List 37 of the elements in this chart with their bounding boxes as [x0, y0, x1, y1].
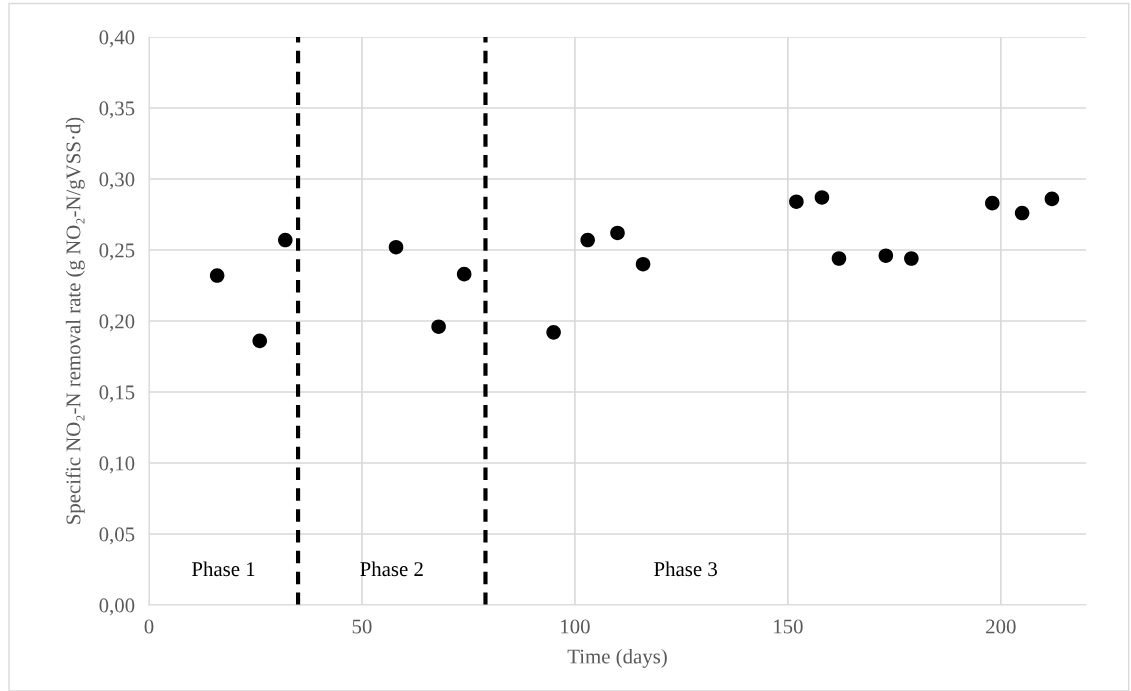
y-tick-label: 0,30: [99, 172, 135, 190]
y-tick-label: 0,20: [99, 314, 135, 332]
point: [278, 232, 293, 248]
point: [1044, 191, 1060, 207]
x-tick-label: 200: [986, 619, 1016, 634]
point: [546, 325, 561, 340]
y-tick-label: 0,35: [99, 101, 135, 119]
y-tick-label: 0,40: [99, 30, 135, 48]
point: [635, 256, 651, 272]
point: [580, 232, 595, 248]
x-tick-label: 50: [352, 619, 372, 634]
point: [1014, 205, 1030, 221]
y-axis-title: Specific NO₂-N removal rate (g NO₂-N/gVSS·d): [65, 117, 85, 524]
point: [610, 225, 625, 241]
point: [388, 239, 404, 255]
annotation: Phase 1: [192, 561, 255, 577]
y-tick-label: 0,10: [99, 456, 135, 474]
point: [789, 194, 804, 209]
point: [904, 251, 919, 266]
point: [431, 319, 446, 334]
x-tick-label: 100: [561, 619, 590, 634]
x-tick-label: 150: [774, 619, 803, 634]
x-tick-label: 0: [144, 619, 154, 634]
y-tick-label: 0,15: [99, 385, 135, 403]
point: [878, 248, 894, 263]
point: [456, 266, 472, 282]
y-tick-label: 0,00: [99, 598, 135, 616]
x-axis-title: Time (days): [567, 648, 667, 668]
annotation: Phase 3: [654, 561, 717, 577]
point: [252, 333, 268, 349]
y-tick-label: 0,05: [99, 527, 135, 545]
point: [814, 190, 830, 205]
annotation: Phase 2: [360, 561, 423, 577]
point: [831, 251, 847, 266]
point: [209, 268, 225, 283]
y-tick-label: 0,25: [99, 243, 135, 261]
point: [985, 195, 1000, 211]
